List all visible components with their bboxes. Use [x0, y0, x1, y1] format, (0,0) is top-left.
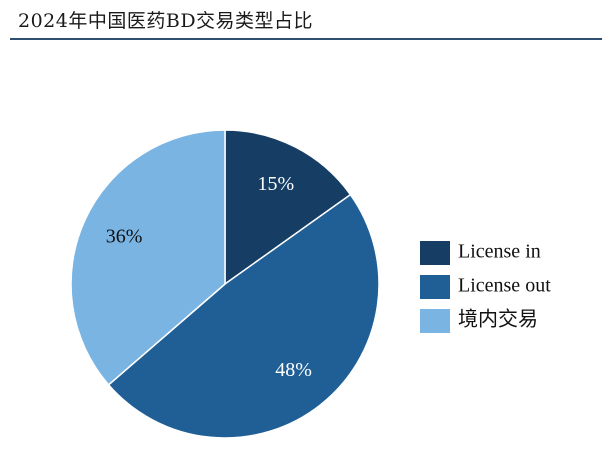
pie-label-domestic: 36%	[106, 226, 143, 248]
pie-label-license-out: 48%	[275, 359, 312, 381]
legend-label-license-out: License out	[458, 275, 551, 297]
legend-item-license-out: License out	[420, 275, 551, 299]
legend-label-domestic: 境内交易	[458, 308, 538, 331]
legend-item-domestic: 境内交易	[420, 308, 538, 333]
legend-item-license-in: License in	[420, 241, 541, 265]
legend-label-license-in: License in	[458, 241, 541, 263]
title-divider	[10, 38, 602, 40]
legend: License in License out 境内交易	[420, 241, 551, 333]
legend-swatch-domestic	[420, 309, 450, 333]
pie-slice-domestic	[70, 129, 226, 386]
pie-slice-license-out	[107, 193, 380, 439]
pie-slices	[70, 129, 380, 439]
legend-swatch-license-in	[420, 241, 450, 265]
pie-label-license-in: 15%	[257, 173, 294, 195]
chart-title: 2024年中国医药BD交易类型占比	[18, 10, 314, 32]
pie-slice-license-in	[224, 129, 352, 286]
legend-swatch-license-out	[420, 275, 450, 299]
pie-slice-labels: 15% 48% 36%	[106, 173, 312, 381]
